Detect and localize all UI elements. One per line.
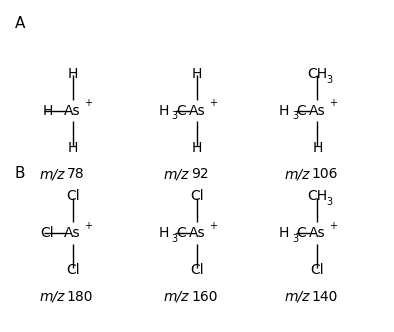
Text: +: + — [209, 98, 217, 108]
Text: 106: 106 — [312, 167, 338, 181]
Text: CH: CH — [307, 67, 327, 81]
Text: As: As — [64, 226, 81, 240]
Text: C: C — [296, 104, 306, 118]
Text: A: A — [15, 16, 25, 31]
Text: 3: 3 — [326, 197, 332, 207]
Text: 3: 3 — [292, 234, 298, 244]
Text: Cl: Cl — [41, 226, 54, 240]
Text: H: H — [159, 226, 169, 240]
Text: m/z: m/z — [164, 290, 189, 303]
Text: As: As — [309, 104, 326, 118]
Text: As: As — [64, 104, 81, 118]
Text: 140: 140 — [312, 290, 338, 303]
Text: +: + — [84, 98, 92, 108]
Text: C: C — [176, 226, 186, 240]
Text: H: H — [42, 104, 53, 118]
Text: H: H — [279, 104, 290, 118]
Text: 160: 160 — [191, 290, 217, 303]
Text: 78: 78 — [67, 167, 84, 181]
Text: m/z: m/z — [164, 167, 189, 181]
Text: As: As — [309, 226, 326, 240]
Text: H: H — [67, 67, 78, 81]
Text: 92: 92 — [191, 167, 209, 181]
Text: Cl: Cl — [190, 264, 204, 278]
Text: 3: 3 — [326, 75, 332, 85]
Text: 3: 3 — [172, 111, 178, 122]
Text: B: B — [15, 166, 25, 181]
Text: m/z: m/z — [39, 167, 65, 181]
Text: +: + — [209, 221, 217, 231]
Text: 3: 3 — [292, 111, 298, 122]
Text: H: H — [192, 67, 202, 81]
Text: As: As — [189, 226, 205, 240]
Text: H: H — [279, 226, 290, 240]
Text: 3: 3 — [172, 234, 178, 244]
Text: +: + — [84, 221, 92, 231]
Text: Cl: Cl — [66, 189, 80, 204]
Text: C: C — [296, 226, 306, 240]
Text: H: H — [312, 141, 323, 155]
Text: Cl: Cl — [66, 264, 80, 278]
Text: H: H — [192, 141, 202, 155]
Text: 180: 180 — [67, 290, 93, 303]
Text: m/z: m/z — [39, 290, 65, 303]
Text: Cl: Cl — [190, 189, 204, 204]
Text: +: + — [329, 98, 337, 108]
Text: H: H — [159, 104, 169, 118]
Text: m/z: m/z — [284, 290, 310, 303]
Text: H: H — [67, 141, 78, 155]
Text: As: As — [189, 104, 205, 118]
Text: m/z: m/z — [284, 167, 310, 181]
Text: +: + — [329, 221, 337, 231]
Text: Cl: Cl — [310, 264, 324, 278]
Text: CH: CH — [307, 189, 327, 204]
Text: C: C — [176, 104, 186, 118]
